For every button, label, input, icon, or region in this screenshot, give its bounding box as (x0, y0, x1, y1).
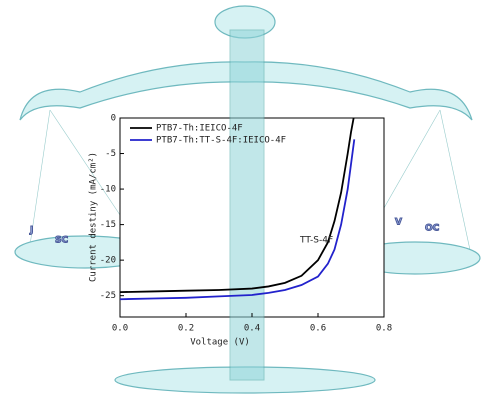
x-tick-label: 0.6 (310, 324, 326, 334)
x-tick-label: 0.0 (112, 324, 128, 334)
jsc-sub: SC (55, 236, 68, 246)
y-tick-label: 0 (111, 114, 116, 124)
x-tick-label: 0.2 (178, 324, 194, 334)
y-tick-label: -20 (100, 256, 116, 266)
y-tick-label: -15 (100, 220, 116, 230)
lines (120, 118, 356, 301)
x-tick-label: 0.8 (376, 324, 392, 334)
legend-label: PTB7-Th:IEICO-4F (156, 124, 243, 134)
y-tick-label: -5 (105, 149, 116, 159)
y-tick-label: -25 (100, 291, 116, 301)
voc-main: V (395, 218, 402, 228)
pillar (229, 29, 265, 381)
series-line (120, 139, 356, 301)
jsc-main: J (29, 226, 33, 236)
plot: 0.0 0.2 0.4 0.6 0.8 -25 -20 -15 -10 -5 0 PTB7-Th:IE… (100, 114, 392, 334)
x-axis-label: Voltage (V) (190, 338, 250, 348)
y-axis-label: Current destiny (mA/cm²) (89, 152, 99, 282)
legend-label: PTB7-Th:TT-S-4F:IEICO-4F (156, 136, 286, 146)
x-tick-label: 0.4 (244, 324, 260, 334)
series-line (120, 118, 355, 294)
y-tick-label: -10 (100, 185, 116, 195)
voc-sub: OC (425, 224, 440, 234)
molecule-label: TT-S-4F (299, 236, 333, 246)
